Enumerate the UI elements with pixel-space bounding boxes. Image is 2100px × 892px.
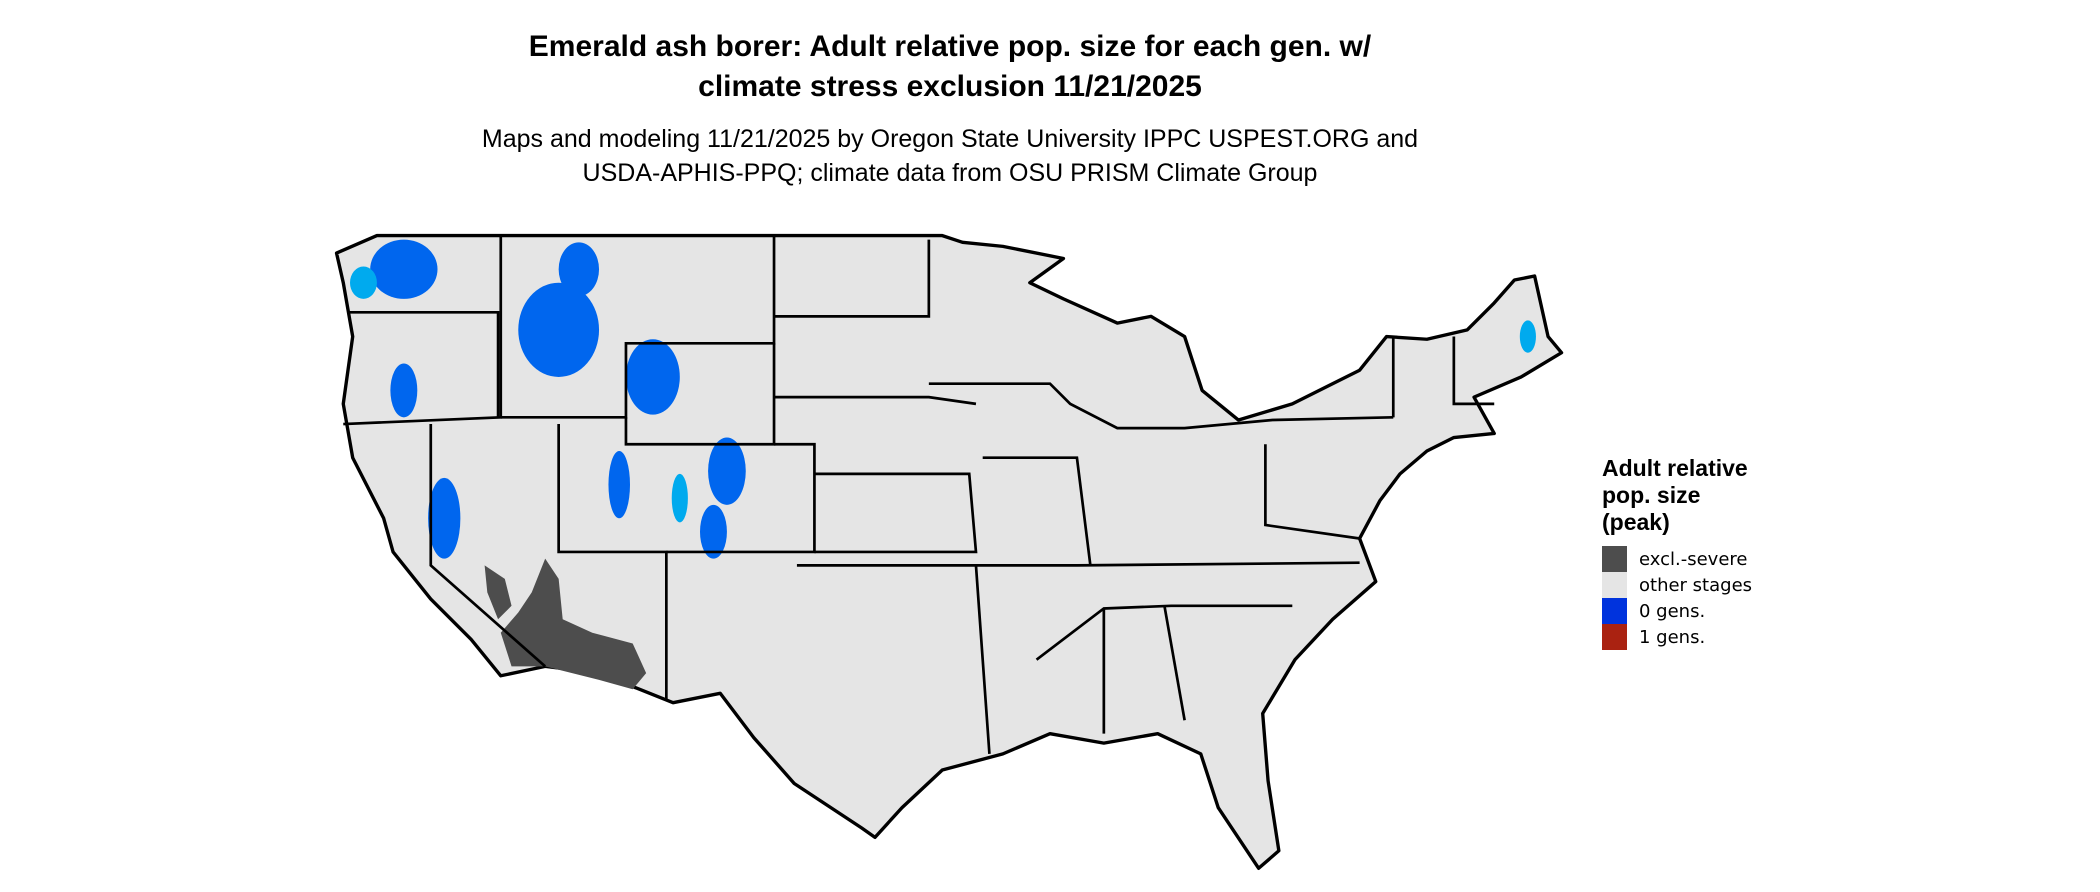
legend-label: 0 gens.: [1639, 600, 1706, 622]
map-subtitle-line-2: USDA-APHIS-PPQ; climate data from OSU PR…: [582, 159, 1318, 187]
exclusion-severe-region: [484, 558, 647, 690]
legend-label: 1 gens.: [1639, 626, 1706, 648]
zero-generation-regions: [350, 239, 1536, 559]
map-subtitle-line-1: Maps and modeling 11/21/2025 by Oregon S…: [481, 125, 1419, 153]
legend-swatch: [1602, 546, 1627, 572]
legend-item-0-gens: 0 gens.: [1602, 598, 1752, 624]
legend-swatch: [1602, 624, 1627, 650]
legend-item-1-gens: 1 gens.: [1602, 624, 1752, 650]
state-borders: [343, 235, 1495, 754]
legend-label: other stages: [1639, 574, 1753, 596]
legend-swatch: [1602, 598, 1627, 624]
map-title-line-1: Emerald ash borer: Adult relative pop. s…: [528, 30, 1372, 63]
legend-item-other-stages: other stages: [1602, 572, 1752, 598]
legend-item-excl-severe: excl.-severe: [1602, 546, 1752, 572]
legend: Adult relative pop. size (peak) excl.-se…: [1602, 455, 1752, 650]
legend-title-line: pop. size: [1602, 482, 1701, 508]
legend-title-line: Adult relative: [1602, 455, 1748, 481]
map-title-line-2: climate stress exclusion 11/21/2025: [698, 70, 1202, 103]
legend-swatch: [1602, 572, 1627, 598]
legend-title-line: (peak): [1602, 509, 1670, 535]
legend-title: Adult relative pop. size (peak): [1602, 455, 1752, 536]
legend-label: excl.-severe: [1639, 548, 1748, 570]
